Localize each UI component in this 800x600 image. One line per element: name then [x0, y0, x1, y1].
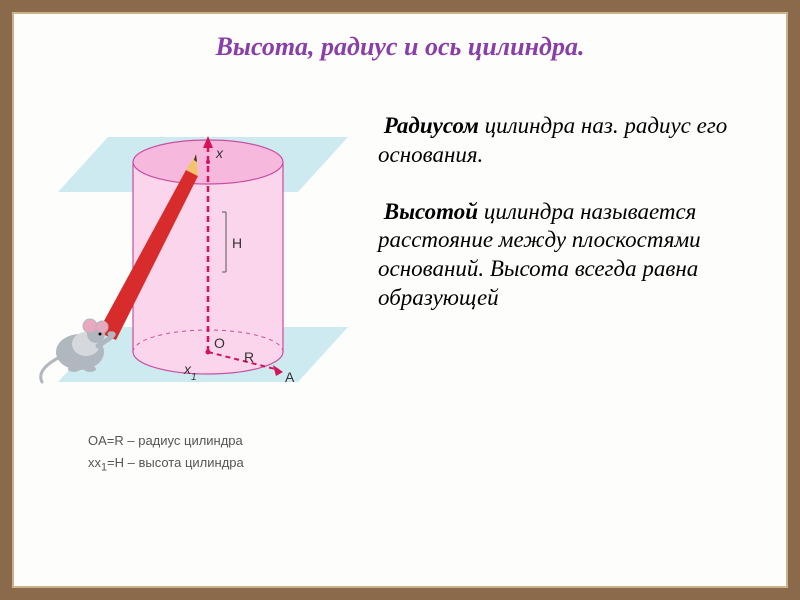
term-height: Высотой	[384, 199, 478, 224]
term-radius: Радиусом	[384, 113, 479, 138]
legend-line-radius: OA=R – радиус цилиндра	[88, 430, 244, 452]
text-column: Радиусом цилиндра наз. радиус его основа…	[378, 102, 762, 477]
slide-area: Высота, радиус и ось цилиндра. xHORx1A O…	[12, 12, 788, 588]
svg-text:H: H	[232, 235, 242, 251]
paragraph-radius: Радиусом цилиндра наз. радиус его основа…	[378, 112, 762, 170]
diagram-legend: OA=R – радиус цилиндра xx1=H – высота ци…	[88, 430, 244, 477]
page-title: Высота, радиус и ось цилиндра.	[38, 32, 762, 62]
svg-text:x: x	[215, 145, 224, 161]
legend-height-text: – высота цилиндра	[124, 455, 244, 470]
legend-xx: xx	[88, 455, 101, 470]
diagram-column: xHORx1A OA=R – радиус цилиндра xx1=H – в…	[38, 102, 358, 477]
legend-radius-text: – радиус цилиндра	[124, 433, 243, 448]
outer-frame: Высота, радиус и ось цилиндра. xHORx1A O…	[0, 0, 800, 600]
cylinder-diagram: xHORx1A	[38, 102, 358, 422]
content-row: xHORx1A OA=R – радиус цилиндра xx1=H – в…	[38, 102, 762, 477]
legend-line-height: xx1=H – высота цилиндра	[88, 452, 244, 477]
legend-eq-h: =H	[107, 455, 124, 470]
svg-text:A: A	[285, 369, 295, 385]
svg-text:R: R	[244, 349, 254, 365]
svg-text:O: O	[214, 335, 225, 351]
legend-oa-r: OA=R	[88, 433, 124, 448]
paragraph-height: Высотой цилиндра называется расстояние м…	[378, 198, 762, 313]
